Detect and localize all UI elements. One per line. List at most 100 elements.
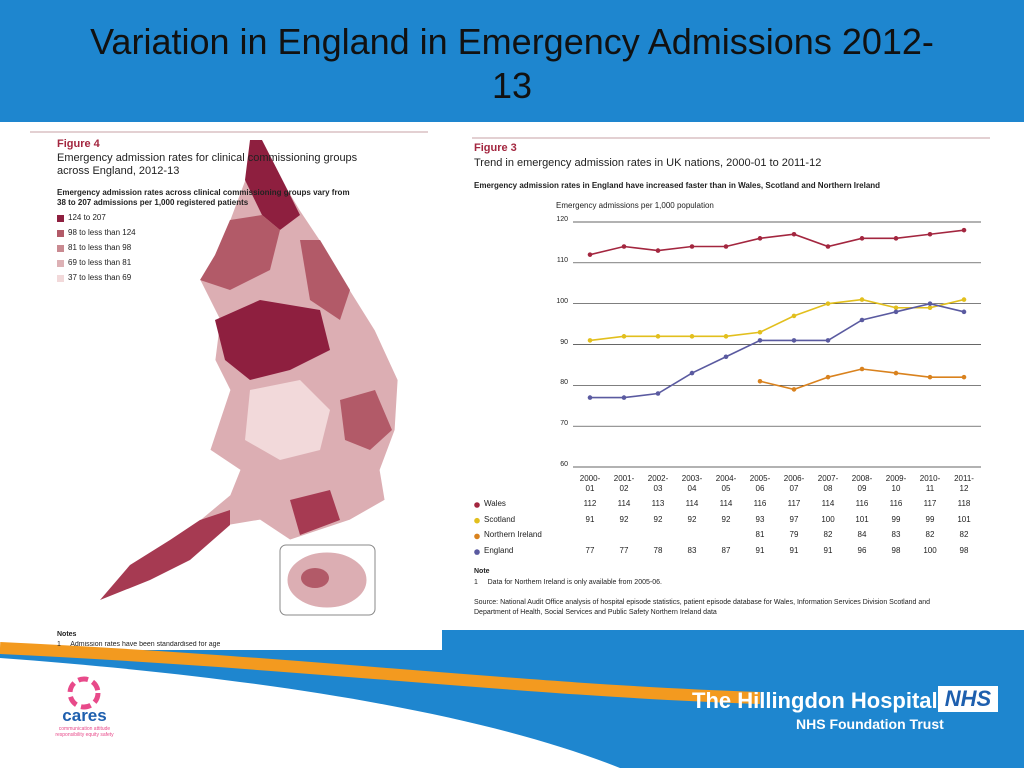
- x-tick-label: 2006-07: [783, 474, 805, 493]
- table-value: 98: [891, 546, 901, 556]
- org-sub: NHS Foundation Trust: [796, 716, 944, 732]
- table-value: 116: [753, 499, 767, 508]
- x-tick-label: 2005-06: [749, 474, 771, 493]
- data-point: [655, 248, 661, 253]
- data-point: [621, 244, 627, 249]
- legend-swatch: [57, 245, 64, 252]
- table-value: 82: [959, 530, 969, 540]
- map-region: [290, 490, 340, 535]
- data-point: [893, 236, 899, 241]
- data-point: [723, 334, 729, 339]
- data-point: [689, 370, 695, 376]
- legend-swatch: [57, 275, 64, 282]
- x-tick-label: 2011-12: [954, 474, 974, 493]
- x-tick-label: 2004-05: [715, 474, 737, 493]
- data-point: [825, 374, 831, 380]
- figure-label: Figure 3: [474, 142, 517, 154]
- data-point: [757, 236, 763, 241]
- table-value: 113: [651, 499, 665, 508]
- map-region: [340, 390, 392, 450]
- table-value: 117: [787, 499, 801, 508]
- table-value: 117: [923, 499, 937, 508]
- data-point: [757, 378, 763, 384]
- legend-swatch: [57, 230, 64, 237]
- legend-label: 124 to 207: [68, 213, 106, 222]
- x-tick-label: 2008-09: [851, 474, 873, 493]
- y-axis-label: Emergency admissions per 1,000 populatio…: [556, 201, 714, 210]
- table-value: 99: [891, 514, 901, 524]
- data-point: [893, 305, 899, 311]
- legend-label: Northern Ireland: [484, 530, 542, 540]
- legend-label: 69 to less than 81: [68, 258, 132, 267]
- right-panel: [442, 122, 1024, 630]
- data-point: [587, 338, 593, 343]
- y-tick-label: 70: [560, 420, 568, 428]
- table-value: 100: [923, 546, 937, 556]
- y-tick-label: 120: [556, 216, 568, 223]
- series-line: [589, 298, 965, 342]
- data-point: [961, 227, 967, 233]
- cares-text: cares: [62, 706, 107, 725]
- map-region: [215, 300, 330, 380]
- table-value: 116: [889, 499, 903, 508]
- slide-title: Variation in England in Emergency Admiss…: [90, 21, 934, 106]
- table-value: 101: [957, 514, 971, 524]
- table-value: 92: [687, 514, 697, 524]
- map-region: [245, 140, 300, 230]
- table-value: 79: [789, 530, 799, 540]
- table-value: 84: [857, 530, 867, 540]
- notes-title: Notes: [57, 631, 77, 638]
- nhs-text: NHS: [944, 686, 992, 711]
- series-line: [589, 229, 965, 256]
- table-value: 118: [957, 499, 971, 508]
- y-tick-label: 80: [560, 379, 568, 387]
- note: 1 Admission rates have been standardised…: [57, 641, 221, 648]
- table-value: 91: [789, 546, 799, 556]
- legend-marker: [474, 517, 480, 524]
- x-tick-label: 2002-03: [647, 474, 669, 493]
- nhs-logo: [938, 686, 998, 712]
- data-point: [723, 354, 729, 360]
- data-point: [655, 391, 661, 396]
- data-point: [825, 301, 831, 306]
- data-point: [961, 297, 967, 302]
- data-point: [859, 297, 865, 302]
- data-point: [757, 338, 763, 343]
- table-value: 91: [585, 514, 595, 524]
- table-value: 83: [687, 546, 697, 556]
- note-title: Note: [474, 568, 490, 575]
- x-tick-label: 2010-11: [919, 474, 941, 493]
- data-point: [587, 395, 593, 400]
- data-point: [825, 338, 831, 343]
- y-tick-label: 60: [560, 461, 568, 468]
- series-line: [759, 368, 964, 391]
- y-tick-label: 100: [556, 297, 568, 305]
- table-value: 116: [855, 499, 869, 508]
- table-value: 87: [721, 546, 731, 556]
- table-value: 83: [891, 530, 901, 540]
- legend-swatch: [57, 260, 64, 267]
- table-value: 99: [925, 514, 935, 524]
- london-region: [301, 568, 329, 588]
- table-value: 100: [821, 514, 835, 524]
- map-region: [245, 380, 330, 460]
- data-point: [859, 236, 865, 241]
- x-tick-label: 2007-08: [817, 474, 839, 493]
- map-title: Emergency admission rates for clinical c…: [57, 152, 358, 177]
- data-point: [791, 231, 797, 237]
- legend-swatch: [57, 215, 64, 222]
- data-point: [859, 366, 865, 372]
- figure-label: Figure 4: [57, 138, 100, 150]
- cares-emblem: [67, 676, 101, 710]
- data-point: [825, 244, 831, 249]
- legend-marker: [474, 502, 480, 508]
- data-point: [689, 334, 695, 339]
- legend-label: 98 to less than 124: [68, 228, 136, 237]
- data-point: [893, 309, 899, 315]
- data-point: [927, 374, 933, 380]
- data-point: [757, 329, 763, 335]
- england-map: [99, 139, 399, 616]
- data-point: [655, 334, 661, 339]
- table-value: 91: [823, 546, 833, 556]
